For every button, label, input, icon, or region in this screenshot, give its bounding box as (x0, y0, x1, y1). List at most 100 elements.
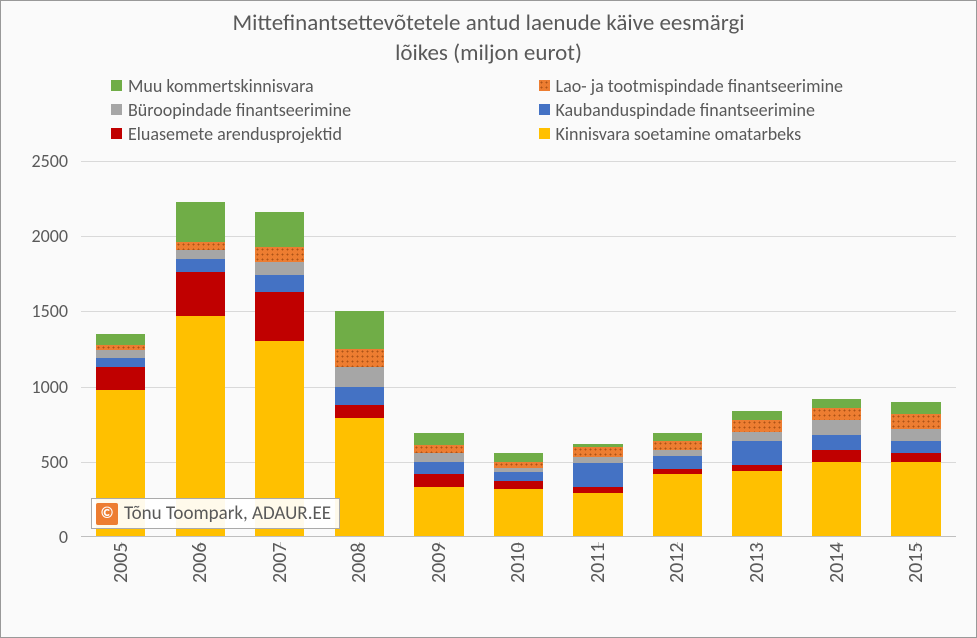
bar-segment-muu (96, 334, 145, 345)
bar-segment-muu (494, 453, 543, 462)
bar-segment-buroo (96, 350, 145, 358)
bar-segment-eluasemete (255, 292, 304, 342)
legend-swatch (539, 104, 550, 115)
chart-title: Mittefinantsettevõtetele antud laenude k… (1, 1, 976, 73)
legend-item: Kaubanduspindade finantseerimine (539, 99, 927, 121)
bar-segment-kaubandus (891, 441, 940, 453)
legend-item: Muu kommertskinnisvara (111, 75, 499, 97)
watermark: © Tõnu Toompark, ADAUR.EE (91, 498, 340, 529)
bar-segment-kaubandus (573, 463, 622, 487)
chart-title-line1: Mittefinantsettevõtetele antud laenude k… (232, 9, 744, 37)
x-label-wrap: 2006 (161, 542, 241, 637)
chart-container: Mittefinantsettevõtetele antud laenude k… (0, 0, 977, 638)
bar-segment-muu (414, 433, 463, 445)
y-tick-label: 1000 (32, 376, 69, 398)
bar-group (876, 161, 956, 537)
bar-group (638, 161, 718, 537)
x-tick-label: 2005 (109, 542, 133, 637)
bar-segment-kinnisvara (653, 474, 702, 537)
x-tick-label: 2013 (745, 542, 769, 637)
bar (653, 161, 702, 537)
x-label-wrap: 2009 (399, 542, 479, 637)
legend-swatch (539, 128, 550, 139)
bar (96, 161, 145, 537)
bar-group (717, 161, 797, 537)
bar-group (479, 161, 559, 537)
x-label-wrap: 2015 (876, 542, 956, 637)
legend-label: Kinnisvara soetamine omatarbeks (556, 123, 802, 145)
x-label-wrap: 2005 (81, 542, 161, 637)
bar (573, 161, 622, 537)
bar-segment-lao (255, 247, 304, 262)
legend-item: Kinnisvara soetamine omatarbeks (539, 123, 927, 145)
bar-segment-eluasemete (812, 450, 861, 462)
bar-segment-eluasemete (335, 405, 384, 419)
bar-segment-muu (891, 402, 940, 414)
x-label-wrap: 2012 (638, 542, 718, 637)
x-tick-label: 2011 (586, 542, 610, 637)
bar (812, 161, 861, 537)
bar-segment-kaubandus (335, 387, 384, 405)
bar-segment-kinnisvara (494, 489, 543, 537)
plot-area: 05001000150020002500 (1, 161, 976, 537)
bar-segment-lao (335, 349, 384, 367)
bar-segment-eluasemete (414, 474, 463, 488)
bar-segment-kaubandus (732, 441, 781, 465)
legend: Muu kommertskinnisvara Lao- ja tootmispin… (1, 73, 976, 151)
x-label-wrap: 2007 (240, 542, 320, 637)
legend-item: Eluasemete arendusprojektid (111, 123, 499, 145)
bar-segment-lao (176, 242, 225, 250)
x-tick-label: 2014 (825, 542, 849, 637)
y-tick-label: 2000 (32, 225, 69, 247)
bar (414, 161, 463, 537)
legend-label: Büroopindade finantseerimine (128, 99, 351, 121)
x-label-wrap: 2014 (797, 542, 877, 637)
bar-group (81, 161, 161, 537)
bar-segment-muu (176, 202, 225, 243)
bar-segment-buroo (891, 429, 940, 441)
bar (255, 161, 304, 537)
bar-segment-kaubandus (176, 259, 225, 273)
bar-segment-buroo (255, 262, 304, 276)
bar-segment-kinnisvara (573, 493, 622, 537)
x-tick-label: 2006 (188, 542, 212, 637)
legend-label: Lao- ja tootmispindade finantseerimine (556, 75, 844, 97)
bar-segment-kinnisvara (414, 487, 463, 537)
bar-segment-buroo (414, 453, 463, 462)
legend-label: Eluasemete arendusprojektid (128, 123, 342, 145)
y-tick-label: 0 (59, 526, 68, 548)
bar-segment-buroo (176, 250, 225, 259)
x-label-wrap: 2011 (558, 542, 638, 637)
bar-segment-kinnisvara (812, 462, 861, 537)
bar-group (320, 161, 400, 537)
x-tick-label: 2008 (347, 542, 371, 637)
bar-segment-lao (891, 414, 940, 429)
bar (891, 161, 940, 537)
chart-title-line2: lõikes (miljon eurot) (395, 39, 582, 67)
bar (732, 161, 781, 537)
bar-segment-kaubandus (653, 456, 702, 470)
bars (81, 161, 956, 537)
x-axis-labels: 2005200620072008200920102011201220132014… (81, 542, 956, 637)
bar-segment-lao (812, 408, 861, 420)
bar-segment-kaubandus (96, 358, 145, 367)
bar-segment-muu (812, 399, 861, 408)
bar-segment-eluasemete (96, 367, 145, 390)
bar-segment-eluasemete (494, 481, 543, 489)
bar-segment-buroo (732, 432, 781, 441)
bar-segment-buroo (335, 367, 384, 387)
x-tick-label: 2009 (427, 542, 451, 637)
bar-segment-kaubandus (414, 462, 463, 474)
legend-swatch (111, 80, 122, 91)
legend-label: Kaubanduspindade finantseerimine (556, 99, 815, 121)
x-tick-label: 2007 (268, 542, 292, 637)
bar-segment-kinnisvara (891, 462, 940, 537)
bar-segment-kaubandus (812, 435, 861, 450)
copyright-icon: © (96, 503, 118, 525)
x-axis-line (81, 536, 956, 537)
bar-segment-lao (653, 441, 702, 450)
legend-item: Lao- ja tootmispindade finantseerimine (539, 75, 927, 97)
legend-swatch (111, 104, 122, 115)
y-tick-label: 1500 (32, 300, 69, 322)
bar-segment-kaubandus (494, 472, 543, 480)
